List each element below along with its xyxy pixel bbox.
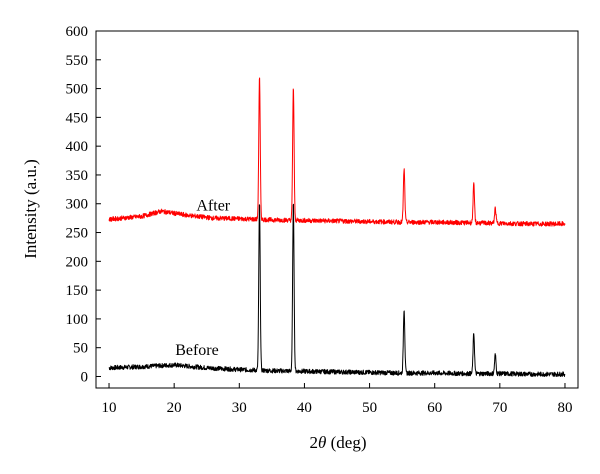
y-tick-label: 50 (73, 341, 88, 357)
y-tick-label: 300 (66, 197, 89, 213)
x-tick-label: 70 (492, 400, 507, 416)
series-line-before (108, 203, 566, 377)
annotation-layer: After Before (175, 198, 231, 360)
x-tick-label: 40 (297, 400, 312, 416)
y-axis: 0 50 100 150 200 250 300 350 400 450 500 550 600 (66, 24, 101, 385)
y-tick-label: 350 (66, 168, 89, 184)
y-tick-label: 250 (66, 226, 89, 242)
x-tick-label: 50 (362, 400, 377, 416)
x-tick-label: 20 (167, 400, 182, 416)
series-layer (108, 77, 566, 377)
x-tick-label: 80 (557, 400, 572, 416)
series-line-after (108, 77, 566, 227)
y-tick-label: 600 (66, 24, 89, 40)
x-tick-label: 30 (232, 400, 247, 416)
x-axis: 10 20 30 40 50 60 70 80 (102, 383, 572, 416)
x-axis-title-prefix: 2 (310, 433, 319, 452)
y-tick-label: 550 (66, 53, 89, 69)
y-tick-label: 450 (66, 110, 89, 126)
x-axis-title-symbol: θ (318, 433, 326, 452)
x-tick-label: 60 (427, 400, 442, 416)
y-tick-label: 400 (66, 139, 89, 155)
y-axis-title: Intensity (a.u.) (21, 159, 40, 259)
y-tick-label: 100 (66, 312, 89, 328)
x-tick-label: 10 (102, 400, 117, 416)
series-label-before: Before (175, 342, 219, 359)
x-axis-title: 2θ (deg) (310, 433, 367, 452)
y-tick-label: 150 (66, 283, 89, 299)
y-tick-label: 500 (66, 82, 89, 98)
x-axis-title-suffix: (deg) (326, 433, 366, 452)
y-tick-label: 200 (66, 254, 89, 270)
plot-frame (95, 30, 579, 389)
series-label-after: After (196, 198, 230, 215)
y-tick-label: 0 (81, 369, 89, 385)
